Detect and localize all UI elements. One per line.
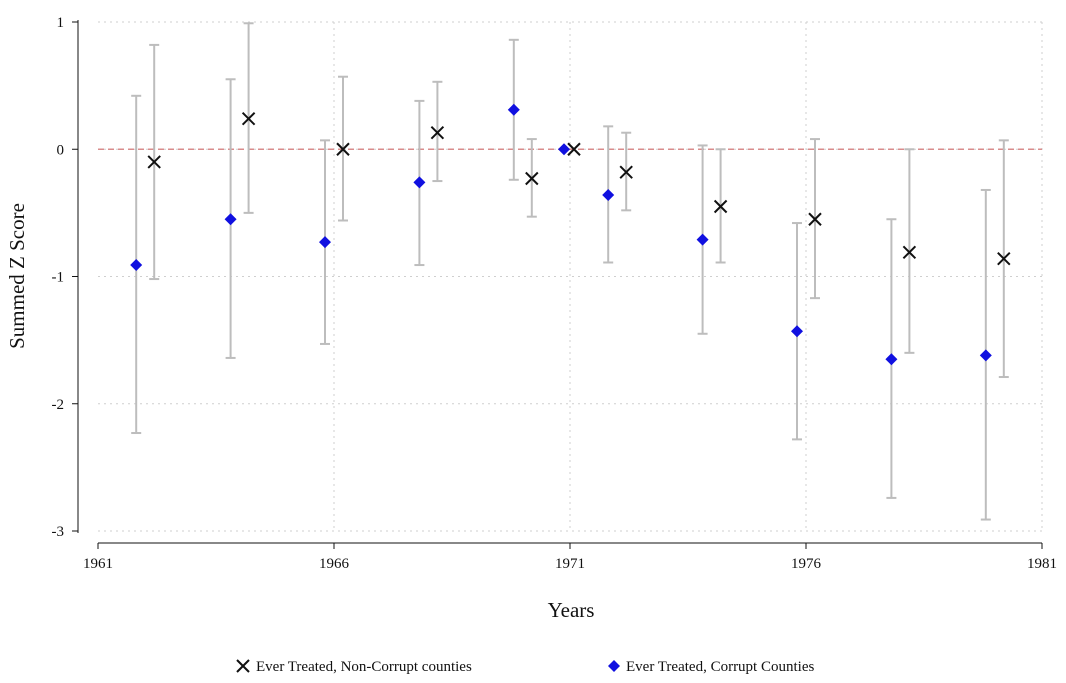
point-marker-diamond xyxy=(413,176,426,189)
point-marker-diamond xyxy=(130,259,143,272)
grid-layer xyxy=(98,21,1043,532)
y-tick-label: -1 xyxy=(52,270,65,286)
legend-marker-diamond-icon xyxy=(608,660,620,672)
y-tick-label: 0 xyxy=(57,142,65,158)
x-tick-label: 1966 xyxy=(319,556,350,572)
confidence-interval-layer xyxy=(131,22,1009,521)
legend-diamond-marker xyxy=(608,660,620,672)
point-marker-diamond xyxy=(319,236,331,249)
legend-x-marker xyxy=(236,659,250,673)
point-marker-x xyxy=(241,112,256,126)
point-marker-diamond xyxy=(602,189,615,202)
point-marker-diamond xyxy=(558,143,570,156)
x-marker-stroke xyxy=(713,199,728,214)
point-marker-x xyxy=(808,212,822,226)
x-marker-stroke xyxy=(567,142,581,156)
point-marker-x xyxy=(713,199,728,214)
x-marker-stroke xyxy=(241,112,256,126)
x-marker-stroke xyxy=(430,126,445,140)
point-marker-x xyxy=(902,245,917,260)
y-tick-label: 1 xyxy=(57,15,65,31)
y-tick-label: -3 xyxy=(52,524,65,540)
point-marker-diamond xyxy=(696,233,709,246)
point-marker-diamond xyxy=(224,213,237,226)
point-marker-diamond xyxy=(791,325,803,338)
x-marker-stroke xyxy=(997,251,1011,266)
x-marker-stroke xyxy=(336,142,350,156)
marker-layer xyxy=(130,103,1011,366)
point-marker-x xyxy=(619,165,633,179)
legend-label-non-corrupt: Ever Treated, Non-Corrupt counties xyxy=(256,659,472,675)
point-marker-diamond xyxy=(507,103,520,116)
x-marker-stroke xyxy=(619,165,633,179)
point-marker-x xyxy=(997,251,1011,266)
legend-label-corrupt: Ever Treated, Corrupt Counties xyxy=(626,659,814,675)
point-marker-x xyxy=(525,171,539,186)
x-tick-label: 1971 xyxy=(555,556,585,572)
x-tick-label: 1976 xyxy=(791,556,822,572)
axis-layer: 1961 1966 1971 1976 1981 1 0 -1 -2 -3 xyxy=(52,15,1058,572)
legend: Ever Treated, Non-Corrupt counties Ever … xyxy=(236,659,814,675)
legend-marker-x-icon xyxy=(236,659,250,673)
x-axis-title: Years xyxy=(548,598,595,622)
y-tick-label: -2 xyxy=(52,397,65,413)
point-marker-diamond xyxy=(885,353,898,366)
x-marker-stroke xyxy=(525,171,539,186)
y-axis-title: Summed Z Score xyxy=(5,203,29,349)
point-marker-x xyxy=(567,142,581,156)
x-marker-stroke xyxy=(902,245,917,260)
x-tick-label: 1961 xyxy=(83,556,113,572)
point-marker-x xyxy=(147,155,161,169)
x-marker-stroke xyxy=(808,212,822,226)
point-marker-x xyxy=(336,142,350,156)
point-marker-x xyxy=(430,126,445,140)
x-marker-stroke xyxy=(147,155,161,169)
x-tick-label: 1981 xyxy=(1027,556,1057,572)
x-marker-stroke xyxy=(236,659,250,673)
point-marker-diamond xyxy=(979,349,992,362)
